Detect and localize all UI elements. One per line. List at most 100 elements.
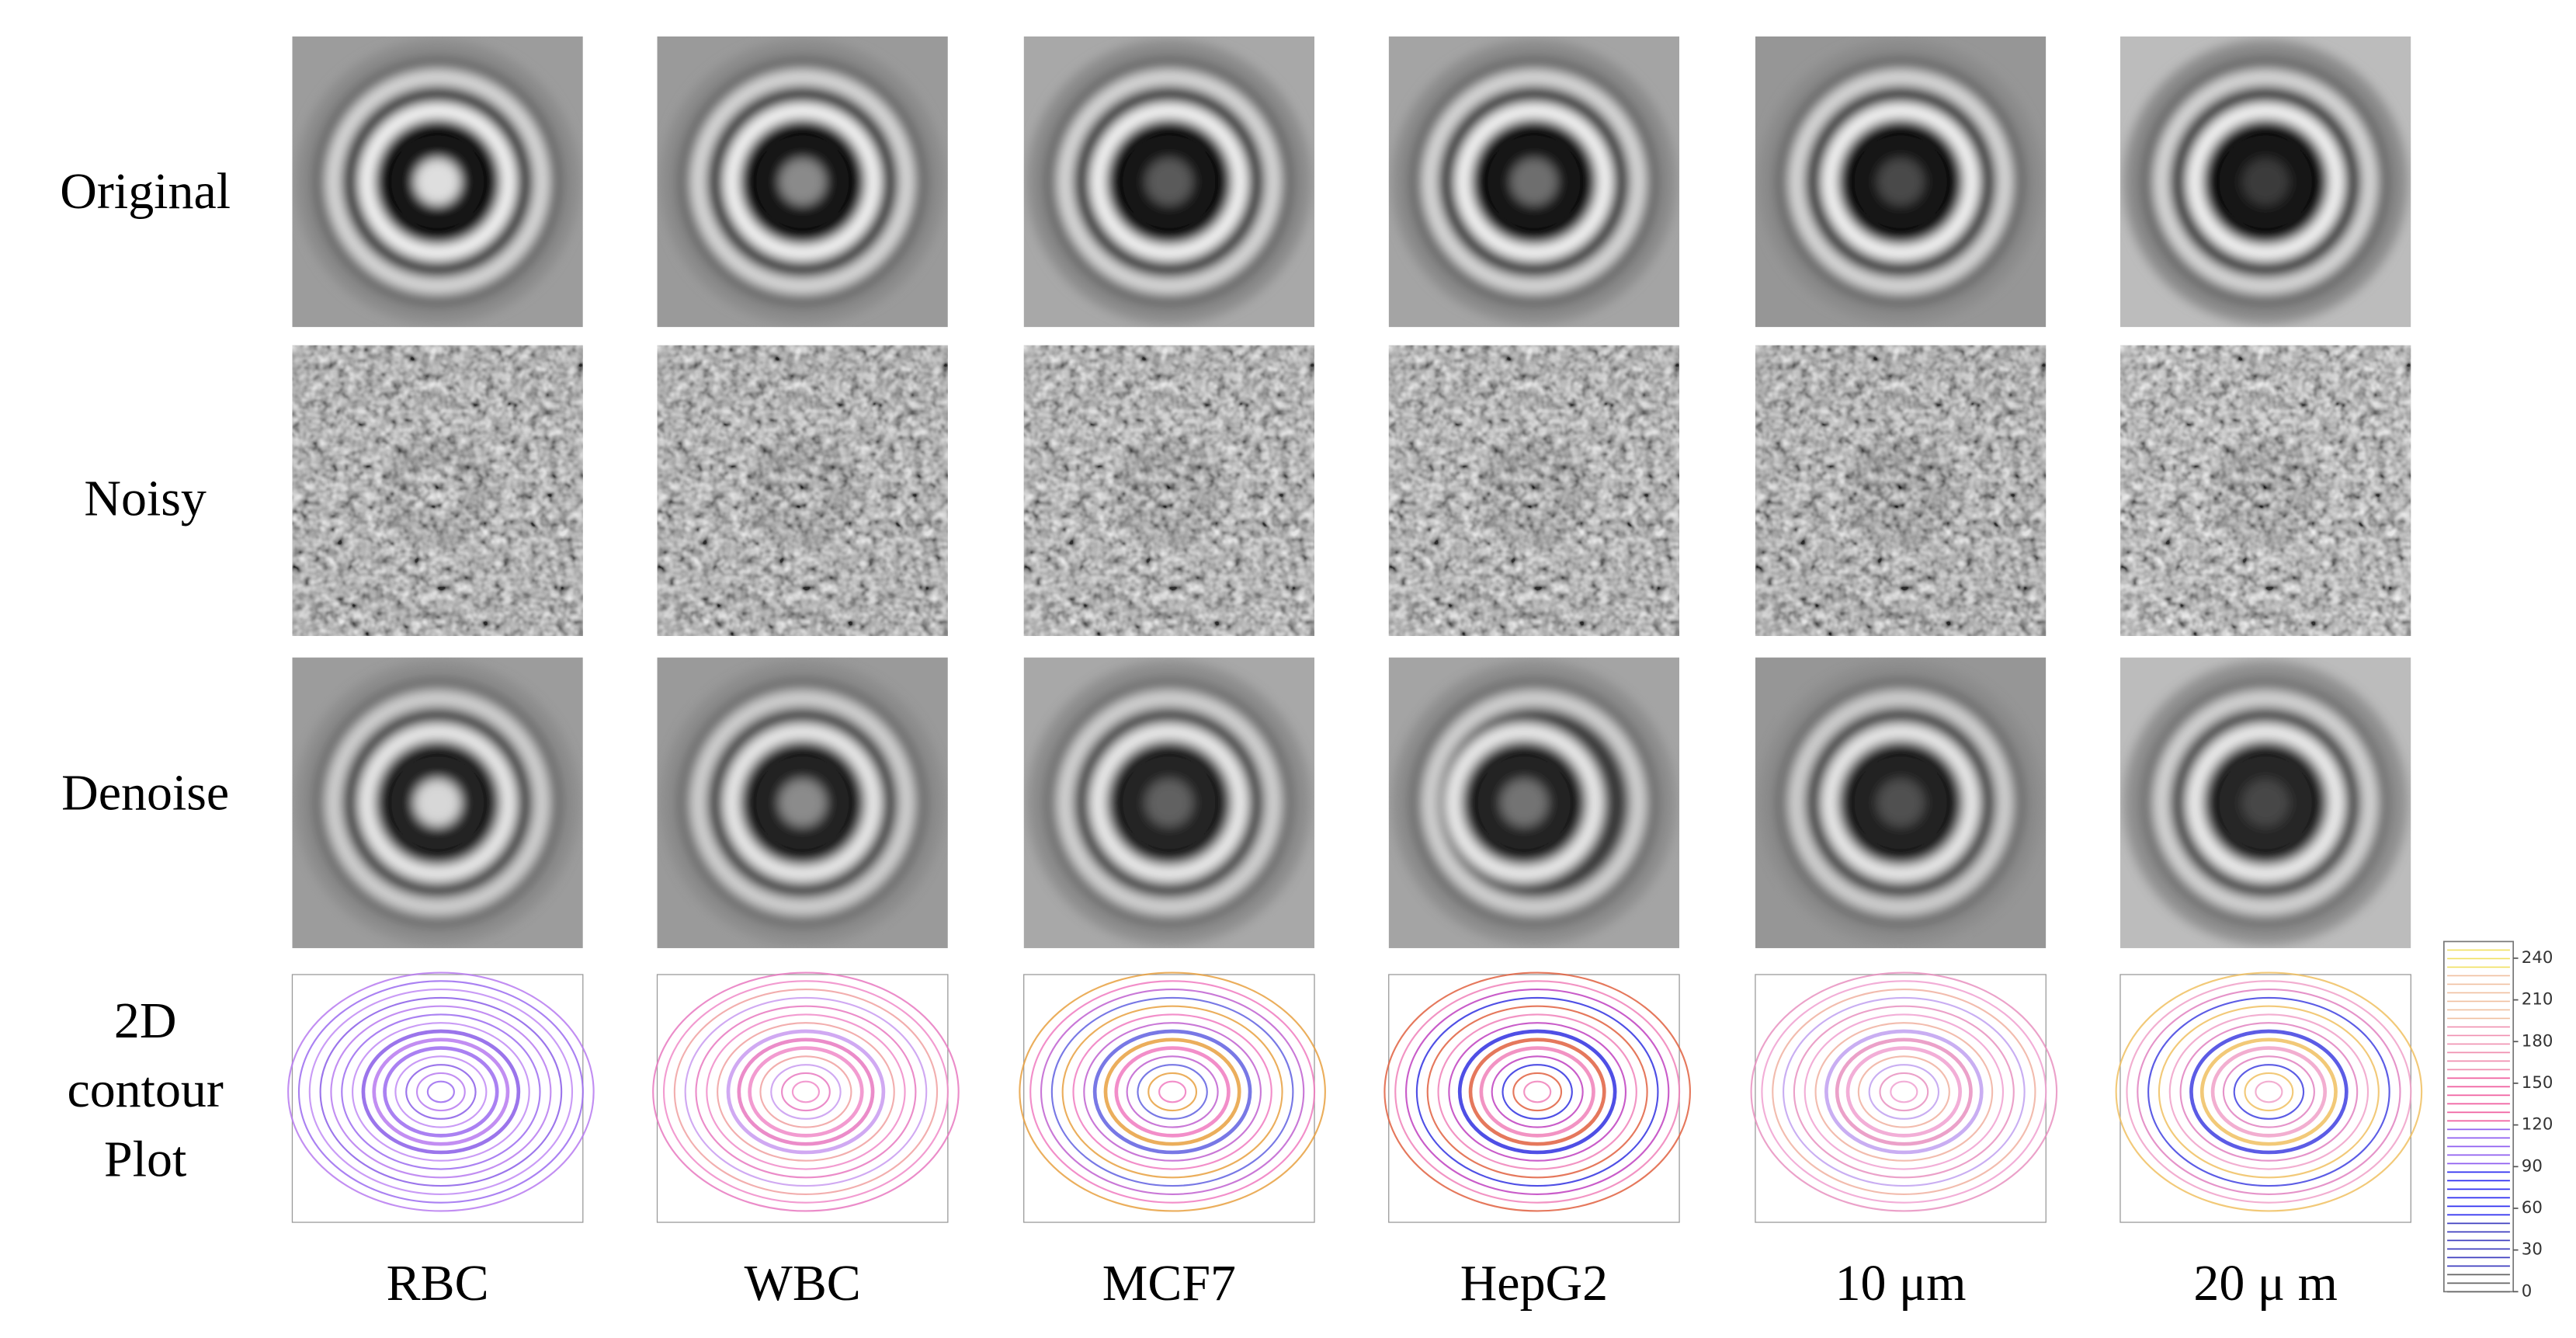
ring [779,158,826,205]
contour [330,1005,552,1179]
contour [1879,1072,1929,1112]
contour [748,1046,864,1138]
contour [695,1005,917,1179]
tile-content [1388,36,1680,328]
tile-content [292,657,583,948]
contour [426,1080,455,1103]
contour [2222,1055,2315,1128]
noise [2119,345,2411,636]
contour [1845,1046,1962,1138]
ring [2242,780,2289,826]
contour [372,1037,510,1146]
tile-content [2119,657,2411,948]
ring [1511,158,1557,205]
tile-content [292,345,583,636]
tile-content [1755,36,2047,328]
contour [1072,1013,1272,1170]
contour [1468,1037,1606,1146]
colorbar-tick-label: 180 [2522,1031,2553,1051]
contour [2115,971,2423,1212]
contour [1502,1064,1573,1120]
contour [1092,1029,1252,1155]
contour [781,1072,831,1112]
rings [2123,660,2408,945]
contour [1772,989,2036,1195]
tile-content [657,36,948,328]
column-label: MCF7 [1102,1255,1236,1312]
ring [2242,158,2289,205]
tile-content [1388,345,1680,636]
noise [1388,345,1680,636]
contour [1137,1064,1208,1120]
colorbar-tick-label: 210 [2522,990,2553,1010]
noise [1023,345,1315,636]
contour [2158,1005,2380,1179]
rings [1391,40,1676,324]
column-label: RBC [387,1255,489,1312]
contour [2244,1072,2294,1112]
noise [1755,345,2047,636]
colorbar-tick-label: 60 [2522,1198,2543,1218]
tile-content [2119,36,2411,328]
contour [1783,996,2026,1187]
contour [1457,1029,1617,1155]
tile-content [1755,657,2047,948]
ring [1877,780,1924,826]
contour [1761,980,2047,1204]
contour [1750,971,2058,1212]
contour [2199,1037,2338,1146]
ring [1146,780,1193,826]
contour [2126,980,2412,1204]
image-tile [1388,345,1680,636]
image-tile [1755,657,2047,948]
image-tile [1023,36,1315,328]
rings [660,660,945,945]
image-tile [292,657,583,948]
contour [662,980,949,1204]
noise [292,345,583,636]
image-tile [1023,657,1315,948]
image-tile [1388,36,1680,328]
row-label-box: Noisy [84,469,207,527]
contour [1868,1064,1940,1120]
image-tile [2119,345,2411,636]
contour [2210,1046,2328,1138]
image-tile [1383,971,1691,1223]
contour [770,1064,842,1120]
contour [361,1029,521,1155]
column-label: WBC [745,1255,861,1312]
image-tile [657,345,948,636]
contour [2147,996,2390,1187]
contour [2255,1080,2283,1103]
contour [1114,1046,1231,1138]
contour [1394,980,1681,1204]
contour [1019,971,1326,1212]
tile-content [292,36,583,328]
contour [1147,1072,1198,1112]
ring [779,780,826,826]
contour [383,1046,499,1138]
contour [791,1080,821,1103]
ring [414,158,461,205]
image-tile [1023,345,1315,636]
contour [717,1022,895,1162]
row-label: Original [60,162,231,220]
tile-content [657,345,948,636]
image-tile [1388,657,1680,948]
contour [405,1064,477,1120]
contour [1491,1055,1584,1128]
contour [1158,1080,1187,1103]
contour [706,1013,906,1170]
contour [319,996,563,1187]
image-tile [1019,971,1326,1223]
contour [1835,1037,1973,1146]
contour [1479,1046,1595,1138]
noise [657,345,948,636]
rings [295,660,580,945]
tile-content [1023,657,1315,948]
contour [1437,1013,1637,1170]
contour [1426,1005,1648,1179]
row-label-box: Original [60,162,231,220]
contour [415,1072,466,1112]
contour [1512,1072,1563,1112]
